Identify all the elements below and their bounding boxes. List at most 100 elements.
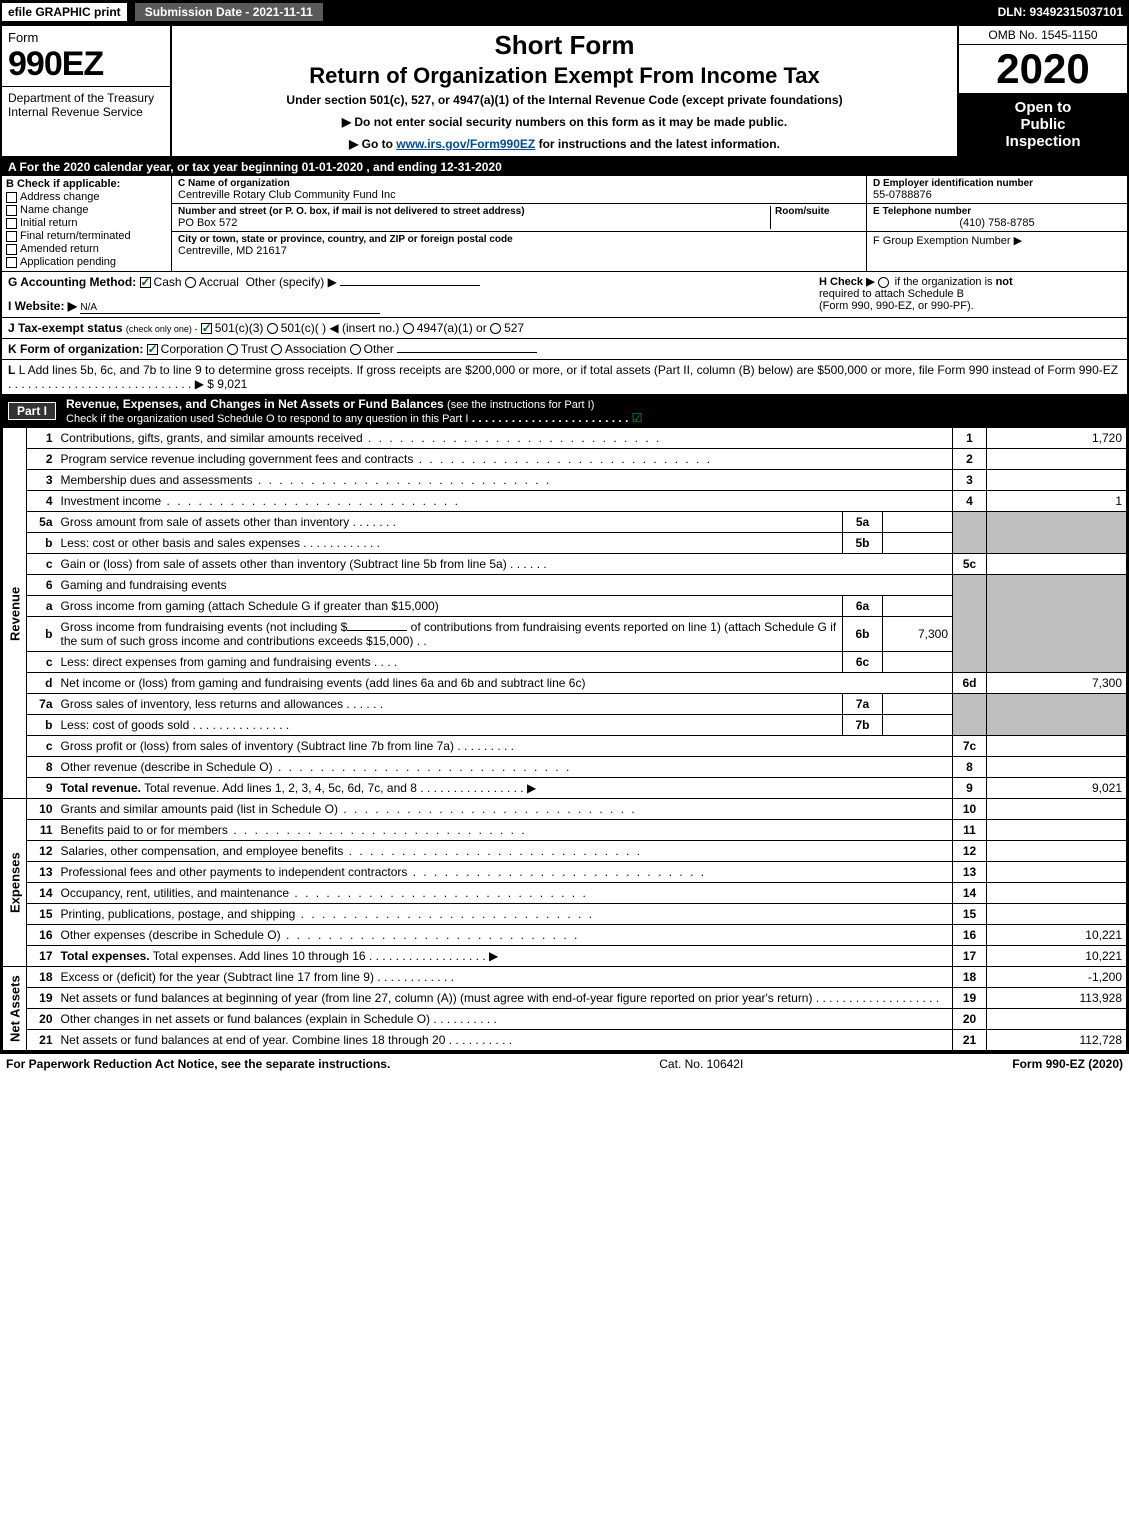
amt-12: [987, 841, 1127, 862]
phone: (410) 758-8785: [873, 217, 1121, 229]
f-lbl: F Group Exemption Number ▶: [873, 234, 1121, 247]
org-city: Centreville, MD 21617: [178, 245, 860, 257]
amt-10: [987, 799, 1127, 820]
l-amount: ▶ $ 9,021: [195, 377, 248, 391]
gh-row: G Accounting Method: Cash Accrual Other …: [2, 272, 1127, 318]
part1-check-icon: ☑: [632, 411, 643, 425]
col-c: C Name of organization Centreville Rotar…: [172, 176, 867, 271]
top-bar: efile GRAPHIC print Submission Date - 20…: [0, 0, 1129, 24]
sub-5a: [883, 512, 953, 533]
goto-link[interactable]: www.irs.gov/Form990EZ: [396, 137, 535, 151]
h-check[interactable]: [878, 277, 889, 288]
under-section: Under section 501(c), 527, or 4947(a)(1)…: [286, 93, 842, 107]
header-left: Form 990EZ Department of the Treasury In…: [2, 26, 172, 156]
chk-other-org[interactable]: [350, 344, 361, 355]
short-form-title: Short Form: [494, 30, 634, 61]
amt-6d: 7,300: [987, 673, 1127, 694]
chk-pending[interactable]: Application pending: [6, 256, 167, 268]
footer-right: Form 990-EZ (2020): [1012, 1057, 1123, 1071]
sub-6b: 7,300: [883, 617, 953, 652]
footer-mid: Cat. No. 10642I: [659, 1057, 743, 1071]
chk-name[interactable]: Name change: [6, 204, 167, 216]
k-row: K Form of organization: Corporation Trus…: [2, 339, 1127, 360]
chk-assoc[interactable]: [271, 344, 282, 355]
goto-post: for instructions and the latest informat…: [535, 137, 780, 151]
e-lbl: E Telephone number: [873, 206, 1121, 217]
chk-527[interactable]: [490, 323, 501, 334]
form-number: 990EZ: [8, 45, 164, 84]
return-title: Return of Organization Exempt From Incom…: [309, 63, 820, 89]
amt-14: [987, 883, 1127, 904]
lines-table: Revenue 1 Contributions, gifts, grants, …: [2, 427, 1127, 1051]
amt-16: 10,221: [987, 925, 1127, 946]
c-city-lbl: City or town, state or province, country…: [178, 234, 860, 245]
chk-trust[interactable]: [227, 344, 238, 355]
amt-20: [987, 1009, 1127, 1030]
c-street-lbl: Number and street (or P. O. box, if mail…: [178, 206, 770, 217]
header-right: OMB No. 1545-1150 2020 Open to Public In…: [957, 26, 1127, 156]
footer: For Paperwork Reduction Act Notice, see …: [0, 1053, 1129, 1074]
header-row: Form 990EZ Department of the Treasury In…: [2, 26, 1127, 158]
info-grid: B Check if applicable: Address change Na…: [2, 176, 1127, 272]
chk-501c[interactable]: [267, 323, 278, 334]
sub-5b: [883, 533, 953, 554]
col-b: B Check if applicable: Address change Na…: [2, 176, 172, 271]
submission-date: Submission Date - 2021-11-11: [133, 1, 325, 23]
dept-line2: Internal Revenue Service: [8, 105, 164, 119]
department-block: Department of the Treasury Internal Reve…: [2, 86, 170, 123]
l-row: L L Add lines 5b, 6c, and 7b to line 9 t…: [2, 360, 1127, 395]
amt-8: [987, 757, 1127, 778]
open-public-box: Open to Public Inspection: [959, 93, 1127, 156]
chk-501c3[interactable]: [201, 323, 212, 334]
chk-cash[interactable]: [140, 277, 151, 288]
side-expenses: Expenses: [3, 799, 27, 967]
chk-amended[interactable]: Amended return: [6, 243, 167, 255]
website-val: N/A: [80, 302, 380, 314]
amt-5c: [987, 554, 1127, 575]
amt-11: [987, 820, 1127, 841]
open2: Public: [963, 116, 1123, 133]
chk-initial[interactable]: Initial return: [6, 217, 167, 229]
chk-accrual[interactable]: [185, 277, 196, 288]
org-street: PO Box 572: [178, 217, 770, 229]
b-header: B Check if applicable:: [6, 178, 167, 190]
other-specify[interactable]: [340, 285, 480, 286]
amt-9: 9,021: [987, 778, 1127, 799]
i-lbl: I Website: ▶: [8, 299, 77, 313]
other-org-line[interactable]: [397, 352, 537, 353]
sub-6c: [883, 652, 953, 673]
org-name: Centreville Rotary Club Community Fund I…: [178, 189, 860, 201]
goto-line: ▶ Go to www.irs.gov/Form990EZ for instru…: [349, 137, 780, 151]
no-ssn-note: ▶ Do not enter social security numbers o…: [342, 115, 787, 129]
sub-6a: [883, 596, 953, 617]
chk-final[interactable]: Final return/terminated: [6, 230, 167, 242]
room-lbl: Room/suite: [775, 206, 860, 217]
form-container: Form 990EZ Department of the Treasury In…: [0, 24, 1129, 1053]
amt-7c: [987, 736, 1127, 757]
chk-4947[interactable]: [403, 323, 414, 334]
amt-19: 113,928: [987, 988, 1127, 1009]
dln-label: DLN: 93492315037101: [998, 5, 1129, 19]
omb-number: OMB No. 1545-1150: [959, 26, 1127, 45]
amt-2: [987, 449, 1127, 470]
amt-17: 10,221: [987, 946, 1127, 967]
footer-left: For Paperwork Reduction Act Notice, see …: [6, 1057, 390, 1071]
amt-13: [987, 862, 1127, 883]
open3: Inspection: [963, 133, 1123, 150]
period-row: A For the 2020 calendar year, or tax yea…: [2, 158, 1127, 176]
sub-7b: [883, 715, 953, 736]
amt-21: 112,728: [987, 1030, 1127, 1051]
chk-corp[interactable]: [147, 344, 158, 355]
ein: 55-0788876: [873, 189, 1121, 201]
tax-year: 2020: [959, 45, 1127, 93]
goto-pre: ▶ Go to: [349, 137, 396, 151]
side-netassets: Net Assets: [3, 967, 27, 1051]
amt-3: [987, 470, 1127, 491]
g-lbl: G Accounting Method:: [8, 275, 136, 289]
header-mid: Short Form Return of Organization Exempt…: [172, 26, 957, 156]
dept-line1: Department of the Treasury: [8, 91, 164, 105]
part1-header: Part I Revenue, Expenses, and Changes in…: [2, 395, 1127, 427]
chk-address[interactable]: Address change: [6, 191, 167, 203]
side-revenue: Revenue: [3, 428, 27, 799]
amt-18: -1,200: [987, 967, 1127, 988]
